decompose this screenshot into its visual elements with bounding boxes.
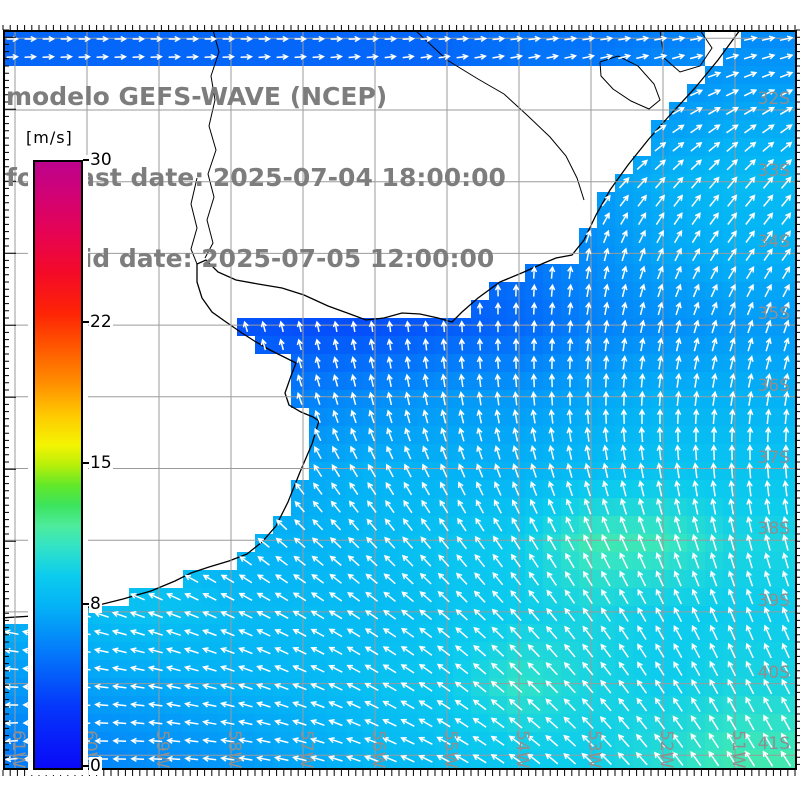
coastline-path: [3, 30, 741, 619]
river-path: [190, 177, 198, 265]
river-path: [599, 55, 661, 110]
colorbar-gradient: [33, 160, 83, 770]
river-path: [204, 30, 220, 259]
map-frame: [2, 25, 800, 776]
river-path: [414, 30, 585, 201]
valid-date-label: valid date: 2025-07-05 12:00:00: [42, 244, 495, 273]
graticule-layer: [3, 30, 797, 770]
model-title: modelo GEFS-WAVE (NCEP): [6, 82, 388, 111]
forecast-date-label: forecast date: 2025-07-04 18:00:00: [6, 163, 506, 192]
wind-vector-arrows: [3, 35, 794, 770]
title-block: modelo GEFS-WAVE (NCEP) forecast date: 2…: [6, 29, 506, 326]
colorbar-units-label: [m/s]: [24, 128, 75, 147]
